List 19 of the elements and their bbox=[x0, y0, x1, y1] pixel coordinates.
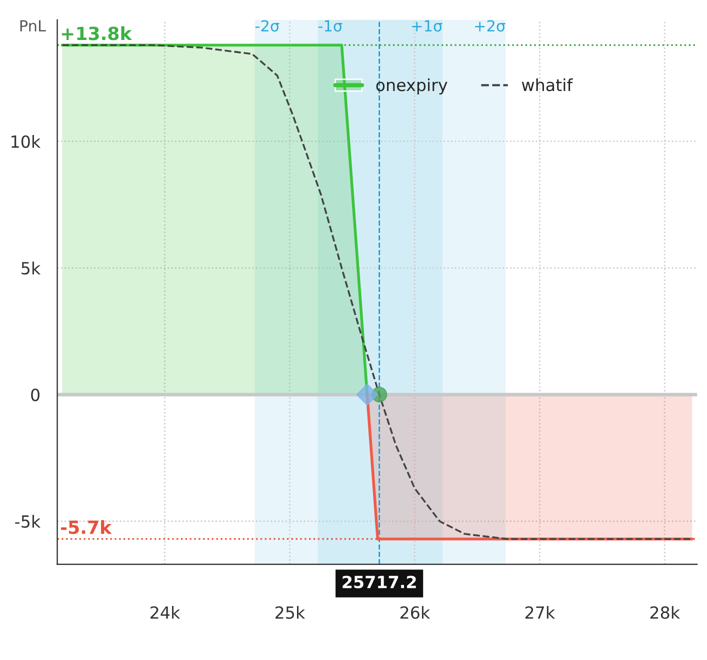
band-label: -1σ bbox=[318, 20, 342, 32]
ref-line-label: +13.8k bbox=[62, 26, 132, 40]
y-tick-label: 0 bbox=[31, 388, 40, 402]
x-tick-label: 27k bbox=[525, 606, 556, 619]
x-tick-label: 24k bbox=[150, 606, 180, 619]
x-tick-label: 25k bbox=[276, 606, 306, 619]
legend-label: onexpiry bbox=[376, 78, 448, 94]
legend-label: whatif bbox=[522, 78, 573, 92]
y-tick-label: -5k bbox=[15, 514, 41, 528]
y-tick-label: 5k bbox=[22, 262, 41, 275]
ref-line-label: -5.7k bbox=[61, 520, 112, 534]
band-label: +1σ bbox=[412, 20, 442, 32]
y-tick-label: 10k bbox=[12, 135, 41, 148]
x-tick-label: 28k bbox=[650, 606, 680, 619]
x-tick-label: 26k bbox=[400, 606, 430, 619]
band-label: -2σ bbox=[255, 20, 280, 32]
y-axis-title: PnL bbox=[20, 20, 46, 32]
band-label: +2σ bbox=[475, 20, 506, 32]
ref-line-label: 25717.2 bbox=[342, 576, 416, 588]
